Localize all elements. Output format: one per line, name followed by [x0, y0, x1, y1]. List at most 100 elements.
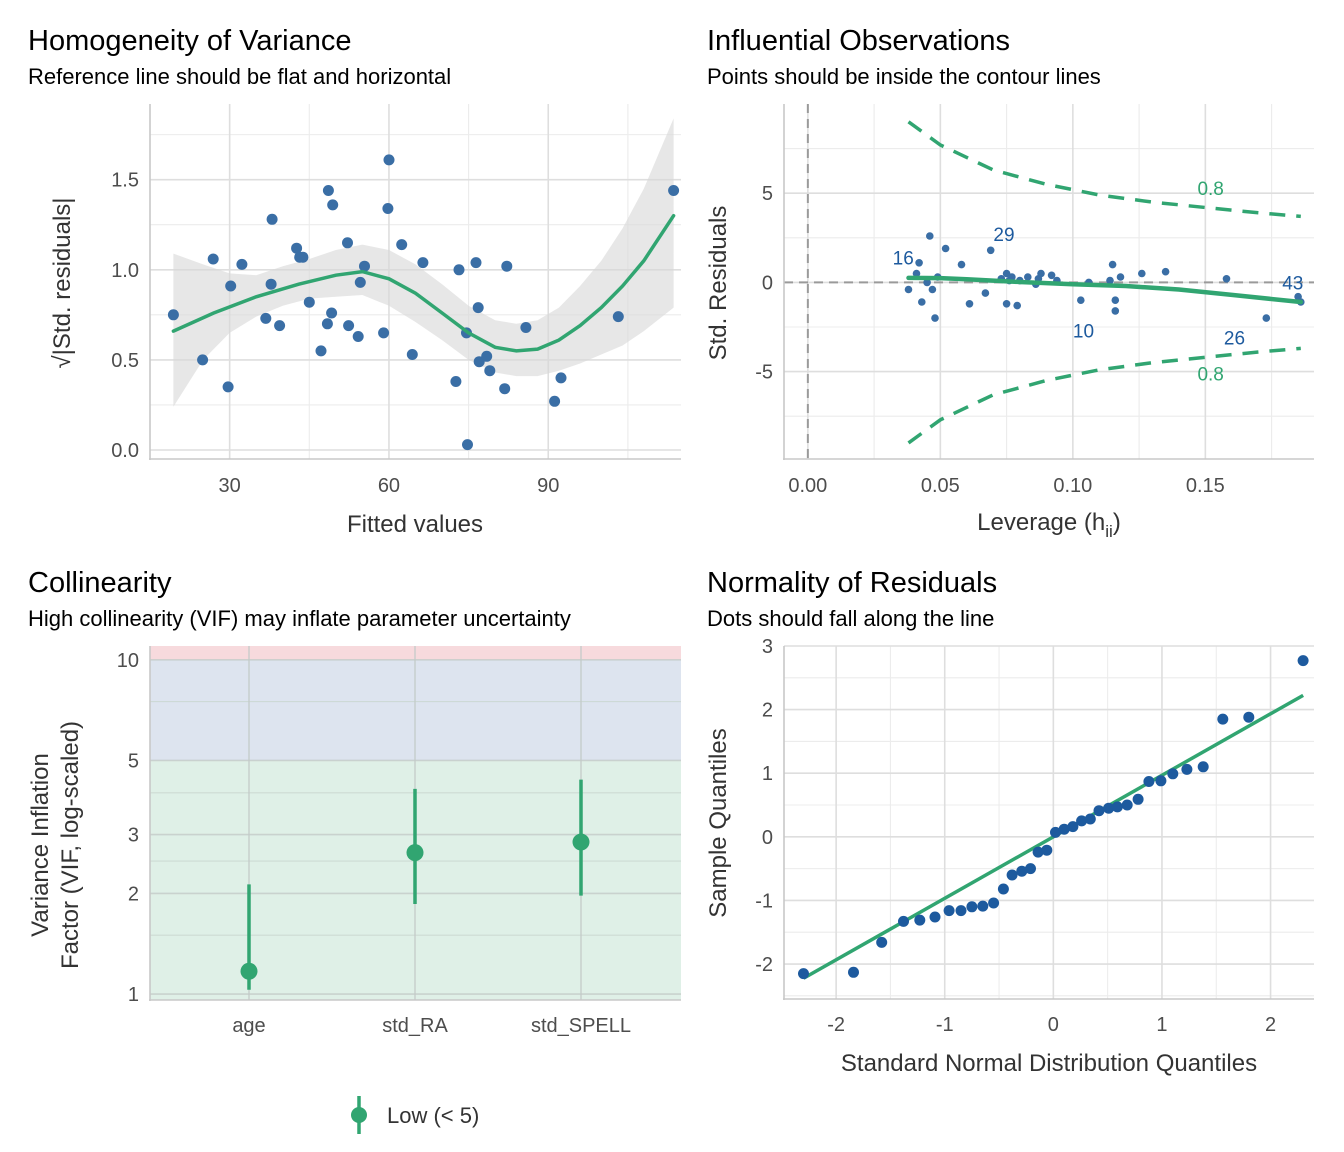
normality-subtitle: Dots should fall along the line: [707, 606, 994, 631]
data-point: [1016, 865, 1028, 877]
data-point: [274, 320, 286, 332]
y-tick-label: 3: [762, 636, 773, 658]
x-tick-label: 1: [1156, 1014, 1167, 1036]
y-tick-label: 10: [117, 650, 139, 672]
data-point: [322, 185, 334, 196]
data-point: [520, 322, 532, 333]
data-point: [1084, 813, 1096, 825]
data-point: [207, 253, 219, 265]
data-point: [997, 883, 1009, 895]
legend-label: Low (< 5): [387, 1103, 479, 1128]
data-point: [1297, 655, 1309, 667]
data-point: [1143, 776, 1155, 787]
data-point: [197, 354, 209, 366]
data-point: [798, 968, 809, 980]
homogeneity-subtitle: Reference line should be flat and horizo…: [28, 64, 451, 89]
data-point: [1155, 775, 1167, 787]
data-point: [555, 372, 567, 384]
collinearity-panel: Collinearity High collinearity (VIF) may…: [27, 567, 681, 1134]
data-point: [225, 280, 237, 292]
data-point: [915, 259, 923, 267]
confidence-band: [173, 118, 674, 407]
homogeneity-panel: Homogeneity of Variance Reference line s…: [28, 25, 681, 538]
data-point: [1222, 275, 1231, 283]
data-point: [1132, 793, 1144, 805]
homogeneity-smooth-line: [171, 213, 676, 353]
data-point: [1008, 273, 1016, 281]
x-tick-label: -2: [827, 1014, 845, 1036]
data-point: [352, 331, 364, 342]
data-point: [303, 296, 315, 308]
data-point: [977, 900, 989, 912]
legend-key-dot: [351, 1107, 367, 1123]
point-label: 10: [1073, 322, 1094, 343]
normality-grid: [784, 645, 1314, 999]
data-point: [1197, 761, 1209, 773]
x-category-label: std_RA: [382, 1015, 448, 1037]
homogeneity-x-axis-label: Fitted values: [347, 511, 483, 538]
data-point: [981, 289, 990, 297]
y-tick-label: 2: [762, 700, 773, 722]
data-point: [326, 307, 338, 319]
data-point: [265, 278, 277, 290]
x-tick-label: 30: [219, 475, 241, 497]
data-point: [297, 251, 309, 263]
y-tick-label: -5: [755, 362, 773, 384]
data-point: [1037, 269, 1045, 278]
data-point: [848, 966, 859, 978]
data-point: [260, 312, 272, 324]
data-point: [929, 911, 941, 923]
y-tick-label: 1.0: [111, 260, 139, 282]
data-point: [912, 269, 921, 278]
cook-contour-upper: [907, 120, 1301, 219]
y-tick-label: 2: [128, 883, 139, 905]
data-point: [914, 914, 926, 926]
data-point: [1013, 301, 1021, 310]
data-point: [501, 260, 513, 272]
y-tick-label: 3: [128, 825, 139, 847]
data-point: [876, 936, 888, 948]
data-point: [1108, 260, 1117, 269]
influential-subtitle: Points should be inside the contour line…: [707, 64, 1101, 89]
influential-contours: 0.8 0.8: [907, 120, 1301, 445]
data-point: [955, 905, 967, 917]
data-point: [359, 260, 370, 272]
collinearity-y-axis-label-line2: Factor (VIF, log-scaled): [57, 721, 84, 969]
data-point: [986, 246, 995, 255]
data-point: [1050, 826, 1061, 838]
vif-point: [572, 833, 590, 851]
data-point: [1111, 307, 1120, 315]
data-point: [1262, 314, 1271, 322]
x-tick-label: 0.10: [1053, 475, 1092, 497]
point-label: 29: [993, 225, 1014, 246]
y-tick-label: -1: [755, 890, 773, 912]
y-tick-label: 5: [762, 183, 773, 205]
x-tick-label: -1: [936, 1014, 954, 1036]
data-point: [904, 285, 913, 294]
data-point: [1243, 711, 1255, 723]
data-point: [417, 257, 429, 269]
data-point: [1047, 271, 1056, 280]
influential-panel: Influential Observations Points should b…: [705, 25, 1314, 541]
data-point: [928, 285, 937, 294]
data-point: [406, 349, 418, 360]
data-point: [926, 232, 934, 240]
data-point: [1093, 805, 1105, 817]
data-point: [266, 213, 278, 225]
data-point: [1106, 276, 1114, 285]
homogeneity-points: [167, 154, 680, 451]
data-point: [499, 383, 511, 395]
data-point: [1041, 844, 1053, 856]
data-point: [549, 395, 561, 407]
data-point: [321, 318, 333, 330]
influential-point-labels: 16 29 10 26 43: [893, 225, 1304, 349]
data-point: [1058, 823, 1070, 835]
y-tick-label: 0: [762, 827, 773, 849]
data-point: [383, 154, 395, 166]
data-point: [453, 264, 465, 276]
normality-title: Normality of Residuals: [707, 567, 997, 599]
y-tick-label: 0.5: [111, 350, 139, 372]
x-tick-label: 0.05: [921, 475, 960, 497]
homogeneity-title: Homogeneity of Variance: [28, 25, 351, 57]
data-point: [450, 376, 462, 387]
